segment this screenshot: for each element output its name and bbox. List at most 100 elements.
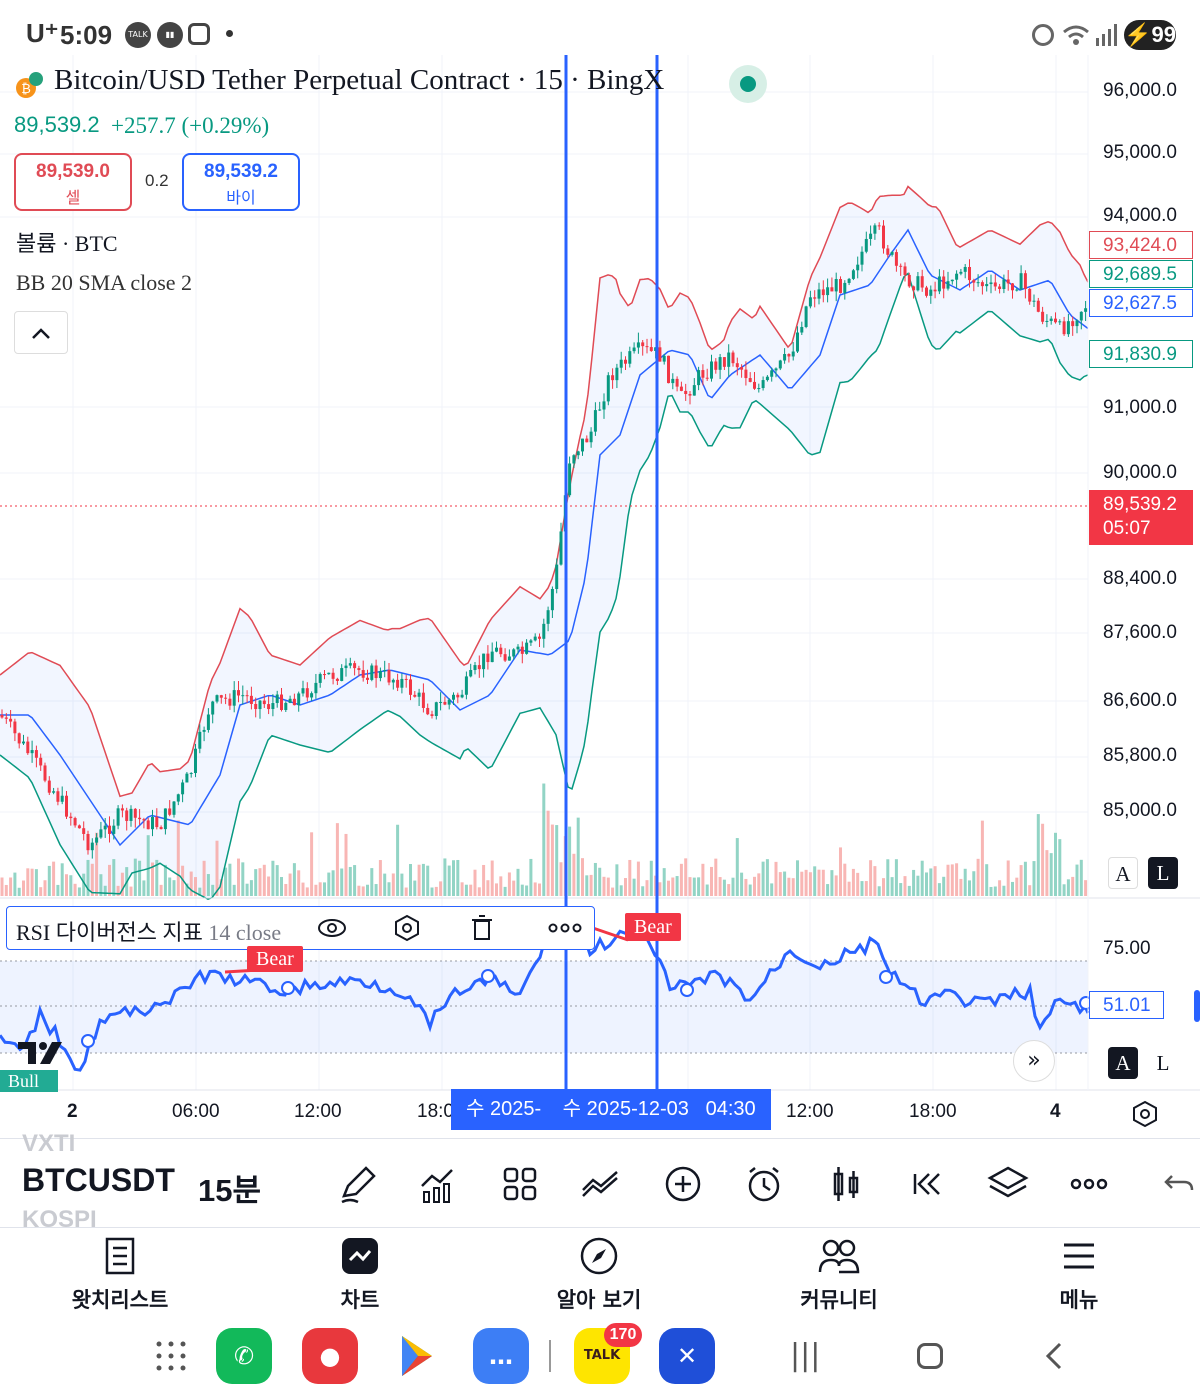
candle-body — [589, 431, 593, 443]
compare-icon[interactable] — [579, 1162, 623, 1206]
sell-button[interactable]: 89,539.0 셀 — [14, 153, 132, 211]
app-drawer-icon[interactable] — [155, 1340, 187, 1372]
volume-bar — [1019, 865, 1023, 896]
rsi-legend[interactable]: RSI 다이버전스 지표 14 close — [6, 906, 595, 950]
candle-body — [56, 791, 60, 802]
candle-body — [753, 381, 756, 389]
volume-bar — [198, 887, 202, 896]
phone-app-icon[interactable]: ✆ — [216, 1328, 272, 1384]
symbol-selector[interactable]: BTCUSDT — [22, 1162, 175, 1198]
rsi-pivot-marker — [81, 1034, 95, 1048]
buy-button[interactable]: 89,539.2 바이 — [182, 153, 300, 211]
chart-icon — [342, 1238, 378, 1274]
nav-community[interactable]: 커뮤니티 — [764, 1236, 914, 1314]
candle-body — [228, 698, 232, 706]
candle-body — [301, 688, 305, 694]
volume-bar — [99, 874, 103, 896]
home-icon[interactable] — [917, 1343, 943, 1369]
settings-icon[interactable] — [392, 914, 422, 942]
volume-bar — [912, 869, 916, 896]
candle-body — [757, 388, 761, 390]
collapse-legend-button[interactable] — [14, 311, 68, 354]
volume-bar — [976, 858, 980, 896]
volume-bar — [391, 873, 395, 896]
candle-body — [615, 367, 619, 381]
candle-body — [796, 332, 799, 352]
rsi-name: RSI 다이버전스 지표 — [16, 920, 203, 945]
auto-scale-button[interactable]: A — [1108, 857, 1138, 889]
volume-bar — [172, 880, 176, 896]
candle-body — [133, 808, 137, 818]
more-icon[interactable] — [547, 914, 583, 942]
candle-body — [327, 672, 331, 675]
rsi-log-scale-button[interactable]: L — [1148, 1047, 1178, 1079]
candle-body — [396, 679, 400, 688]
nav-chart[interactable]: 차트 — [285, 1236, 435, 1314]
back-icon[interactable] — [1042, 1340, 1066, 1372]
bollinger-legend[interactable]: BB 20 SMA close 2 — [16, 270, 193, 295]
bar-style-icon[interactable] — [824, 1162, 868, 1206]
candle-body — [847, 278, 851, 283]
volume-bar — [615, 864, 619, 896]
nav-menu[interactable]: 메뉴 — [1004, 1236, 1154, 1314]
candle-body — [684, 390, 688, 395]
candle-body — [224, 697, 228, 699]
volume-bar — [576, 817, 580, 896]
nav-explore[interactable]: 알아 보기 — [524, 1236, 674, 1314]
volume-legend[interactable]: 볼륨 · BTC — [16, 231, 118, 256]
layout-icon[interactable] — [498, 1162, 542, 1206]
candle-body — [151, 816, 154, 830]
volume-bar — [899, 883, 903, 896]
volume-bar — [710, 866, 713, 896]
crypto-app-icon[interactable]: ✕ — [659, 1328, 715, 1384]
candle-body — [206, 714, 210, 730]
rsi-scroll-handle[interactable] — [1194, 990, 1200, 1022]
volume-bar — [903, 876, 907, 896]
volume-bar — [77, 887, 81, 896]
volume-bar — [714, 858, 718, 896]
pencil-icon[interactable] — [336, 1162, 380, 1206]
market-open-icon[interactable] — [740, 76, 756, 92]
volume-bar — [314, 884, 318, 896]
candle-body — [555, 564, 559, 589]
undo-icon[interactable] — [1160, 1162, 1196, 1206]
replay-icon[interactable] — [905, 1162, 949, 1206]
play-store-icon[interactable] — [388, 1328, 444, 1384]
messages-app-icon[interactable]: … — [473, 1328, 529, 1384]
volume-bar — [120, 872, 124, 896]
candle-body — [645, 346, 649, 348]
volume-bar — [1006, 860, 1010, 896]
volume-bar — [804, 869, 808, 896]
nav-watchlist[interactable]: 왓치리스트 — [45, 1236, 195, 1314]
hotspot-icon — [1032, 24, 1054, 46]
candle-body — [452, 694, 455, 700]
volume-bar — [241, 862, 245, 896]
alert-icon[interactable] — [742, 1162, 786, 1206]
log-scale-button[interactable]: L — [1148, 857, 1178, 889]
rsi-auto-scale-button[interactable]: A — [1108, 1047, 1138, 1079]
recent-apps-icon[interactable]: ||| — [790, 1338, 821, 1373]
candle-body — [1045, 320, 1049, 322]
time-axis-settings-icon[interactable] — [1131, 1100, 1159, 1128]
interval-selector[interactable]: 15분 — [198, 1173, 262, 1208]
volume-bar — [937, 883, 941, 896]
bollinger-upper-band — [0, 185, 1089, 798]
expand-chart-button[interactable]: » — [1013, 1040, 1055, 1082]
volume-bar — [477, 887, 481, 896]
eye-icon[interactable] — [317, 914, 347, 942]
price-axis-label: 95,000.0 — [1103, 142, 1177, 163]
add-icon[interactable] — [661, 1162, 705, 1206]
next-symbol-ghost: KOSPI — [22, 1206, 97, 1228]
candle-body — [538, 636, 541, 639]
symbol-title[interactable]: Bitcoin/USD Tether Perpetual Contract · … — [54, 64, 665, 96]
trash-icon[interactable] — [467, 914, 497, 942]
volume-bar — [138, 860, 142, 896]
volume-bar — [146, 835, 150, 896]
candle-body — [305, 688, 309, 698]
layers-icon[interactable] — [986, 1162, 1030, 1206]
candle-body — [950, 279, 954, 282]
price-chart[interactable] — [0, 55, 1200, 1135]
contacts-app-icon[interactable]: ● — [302, 1328, 358, 1384]
indicators-icon[interactable] — [416, 1162, 460, 1206]
more-icon[interactable] — [1067, 1162, 1111, 1206]
